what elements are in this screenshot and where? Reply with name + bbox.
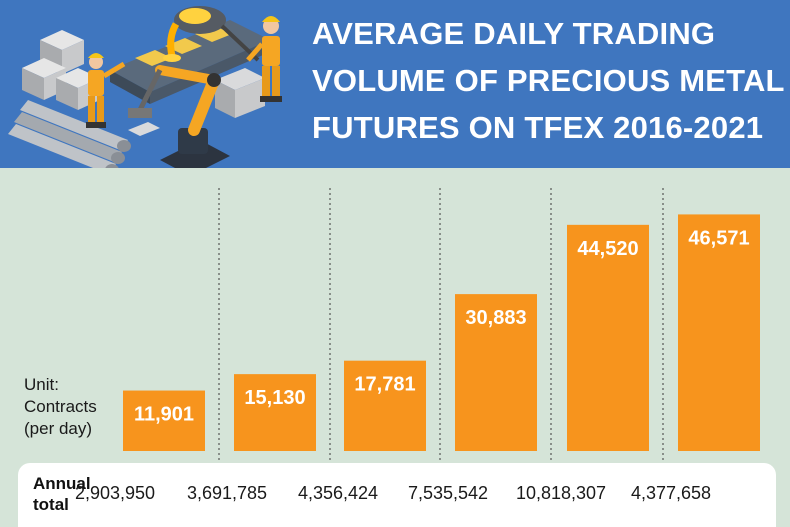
bar — [455, 294, 537, 451]
unit-line-2: Contracts — [24, 397, 97, 416]
bar — [234, 374, 316, 451]
header-banner: AVERAGE DAILY TRADING VOLUME OF PRECIOUS… — [0, 0, 790, 168]
annual-total-value: 2,903,950 — [74, 483, 156, 503]
pipes-icon — [8, 100, 131, 168]
bar — [678, 214, 760, 451]
annual-total-label: Annual total — [33, 473, 91, 515]
bar — [344, 360, 426, 451]
unit-label: Unit: Contracts (per day) — [24, 374, 97, 440]
title-line-1: AVERAGE DAILY TRADING — [312, 16, 716, 51]
annual-total-value: 10,818,307 — [515, 483, 607, 503]
annual-total-value: 4,377,658 — [630, 483, 712, 503]
worker-left-icon — [86, 53, 126, 128]
annual-total-line-2: total — [33, 495, 69, 514]
ladle-icon — [163, 6, 260, 62]
robot-arm-icon — [128, 65, 230, 168]
annual-totals-row: Annual total 2,903,950 3,691,785 4,356,4… — [18, 463, 776, 527]
conveyor-icon — [110, 20, 270, 118]
bar — [567, 224, 649, 451]
annual-total-value: 7,535,542 — [407, 483, 489, 503]
unit-line-3: (per day) — [24, 419, 93, 438]
bar — [123, 390, 205, 451]
bar-value-label: 46,571 — [688, 227, 749, 249]
bar-value-label: 15,130 — [244, 387, 305, 409]
annual-total-line-1: Annual — [33, 474, 91, 493]
bar-value-label: 44,520 — [577, 238, 638, 260]
worker-right-icon — [246, 16, 282, 102]
annual-total-value: 3,691,785 — [186, 483, 268, 503]
annual-total-value: 4,356,424 — [297, 483, 379, 503]
title-line-2: VOLUME OF PRECIOUS METAL — [312, 63, 785, 98]
unit-line-1: Unit: — [24, 375, 59, 394]
bar-value-label: 17,781 — [354, 374, 415, 396]
foundry-illustration-icon — [8, 6, 282, 168]
bar-value-label: 30,883 — [465, 307, 526, 329]
chart-title: AVERAGE DAILY TRADING VOLUME OF PRECIOUS… — [312, 10, 785, 151]
title-line-3: FUTURES ON TFEX 2016-2021 — [312, 110, 764, 145]
bar-value-label: 11,901 — [134, 404, 194, 426]
